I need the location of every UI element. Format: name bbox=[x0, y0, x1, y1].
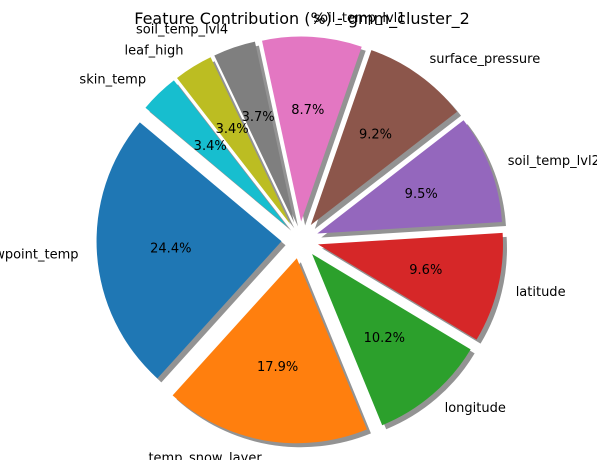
slice-label-soil-temp-lvl1: soil_temp_lvl1 bbox=[313, 11, 405, 26]
slice-label-dewpoint-temp: dewpoint_temp bbox=[0, 248, 79, 263]
slice-dewpoint-temp bbox=[96, 122, 282, 379]
slice-leaf-high bbox=[177, 57, 291, 225]
slice-percent-soil-temp-lvl1: 8.7% bbox=[291, 103, 324, 118]
slice-percent-leaf-high: 3.4% bbox=[216, 122, 249, 137]
slice-percent-temp-snow-layer: 17.9% bbox=[257, 360, 298, 375]
slice-temp-snow-layer bbox=[172, 258, 367, 444]
slice-longitude bbox=[312, 254, 471, 426]
slice-soil-temp-lvl1 bbox=[262, 36, 362, 222]
slice-label-latitude: latitude bbox=[516, 285, 566, 300]
slice-soil-temp-lvl2 bbox=[317, 120, 502, 234]
slice-surface-pressure bbox=[310, 50, 458, 225]
slice-percent-skin-temp: 3.4% bbox=[194, 139, 227, 154]
slice-layer bbox=[96, 36, 503, 444]
label-layer: 24.4% dewpoint_temp 17.9% temp_snow_layer 10… bbox=[0, 11, 597, 460]
slice-skin-temp bbox=[145, 80, 288, 227]
slice-percent-soil-temp-lvl4: 3.7% bbox=[242, 110, 275, 125]
slice-label-surface-pressure: surface_pressure bbox=[430, 52, 541, 67]
slice-percent-latitude: 9.6% bbox=[409, 263, 442, 278]
slice-percent-soil-temp-lvl2: 9.5% bbox=[405, 187, 438, 202]
slice-percent-surface-pressure: 9.2% bbox=[359, 127, 392, 142]
slice-label-leaf-high: leaf_high bbox=[125, 44, 184, 59]
slice-label-longitude: longitude bbox=[445, 401, 506, 416]
chart-title: Feature Contribution (%) - gmm_cluster_2 bbox=[134, 9, 470, 29]
slice-label-soil-temp-lvl4: soil_temp_lvl4 bbox=[136, 22, 228, 37]
slice-label-skin-temp: skin_temp bbox=[79, 73, 146, 88]
slice-percent-longitude: 10.2% bbox=[364, 331, 405, 346]
slice-latitude bbox=[317, 232, 503, 340]
slice-percent-dewpoint-temp: 24.4% bbox=[150, 241, 191, 256]
slice-label-temp-snow-layer: temp_snow_layer bbox=[148, 451, 262, 460]
slice-label-soil-temp-lvl2: soil_temp_lvl2 bbox=[508, 154, 597, 169]
slice-soil-temp-lvl4 bbox=[214, 41, 295, 223]
